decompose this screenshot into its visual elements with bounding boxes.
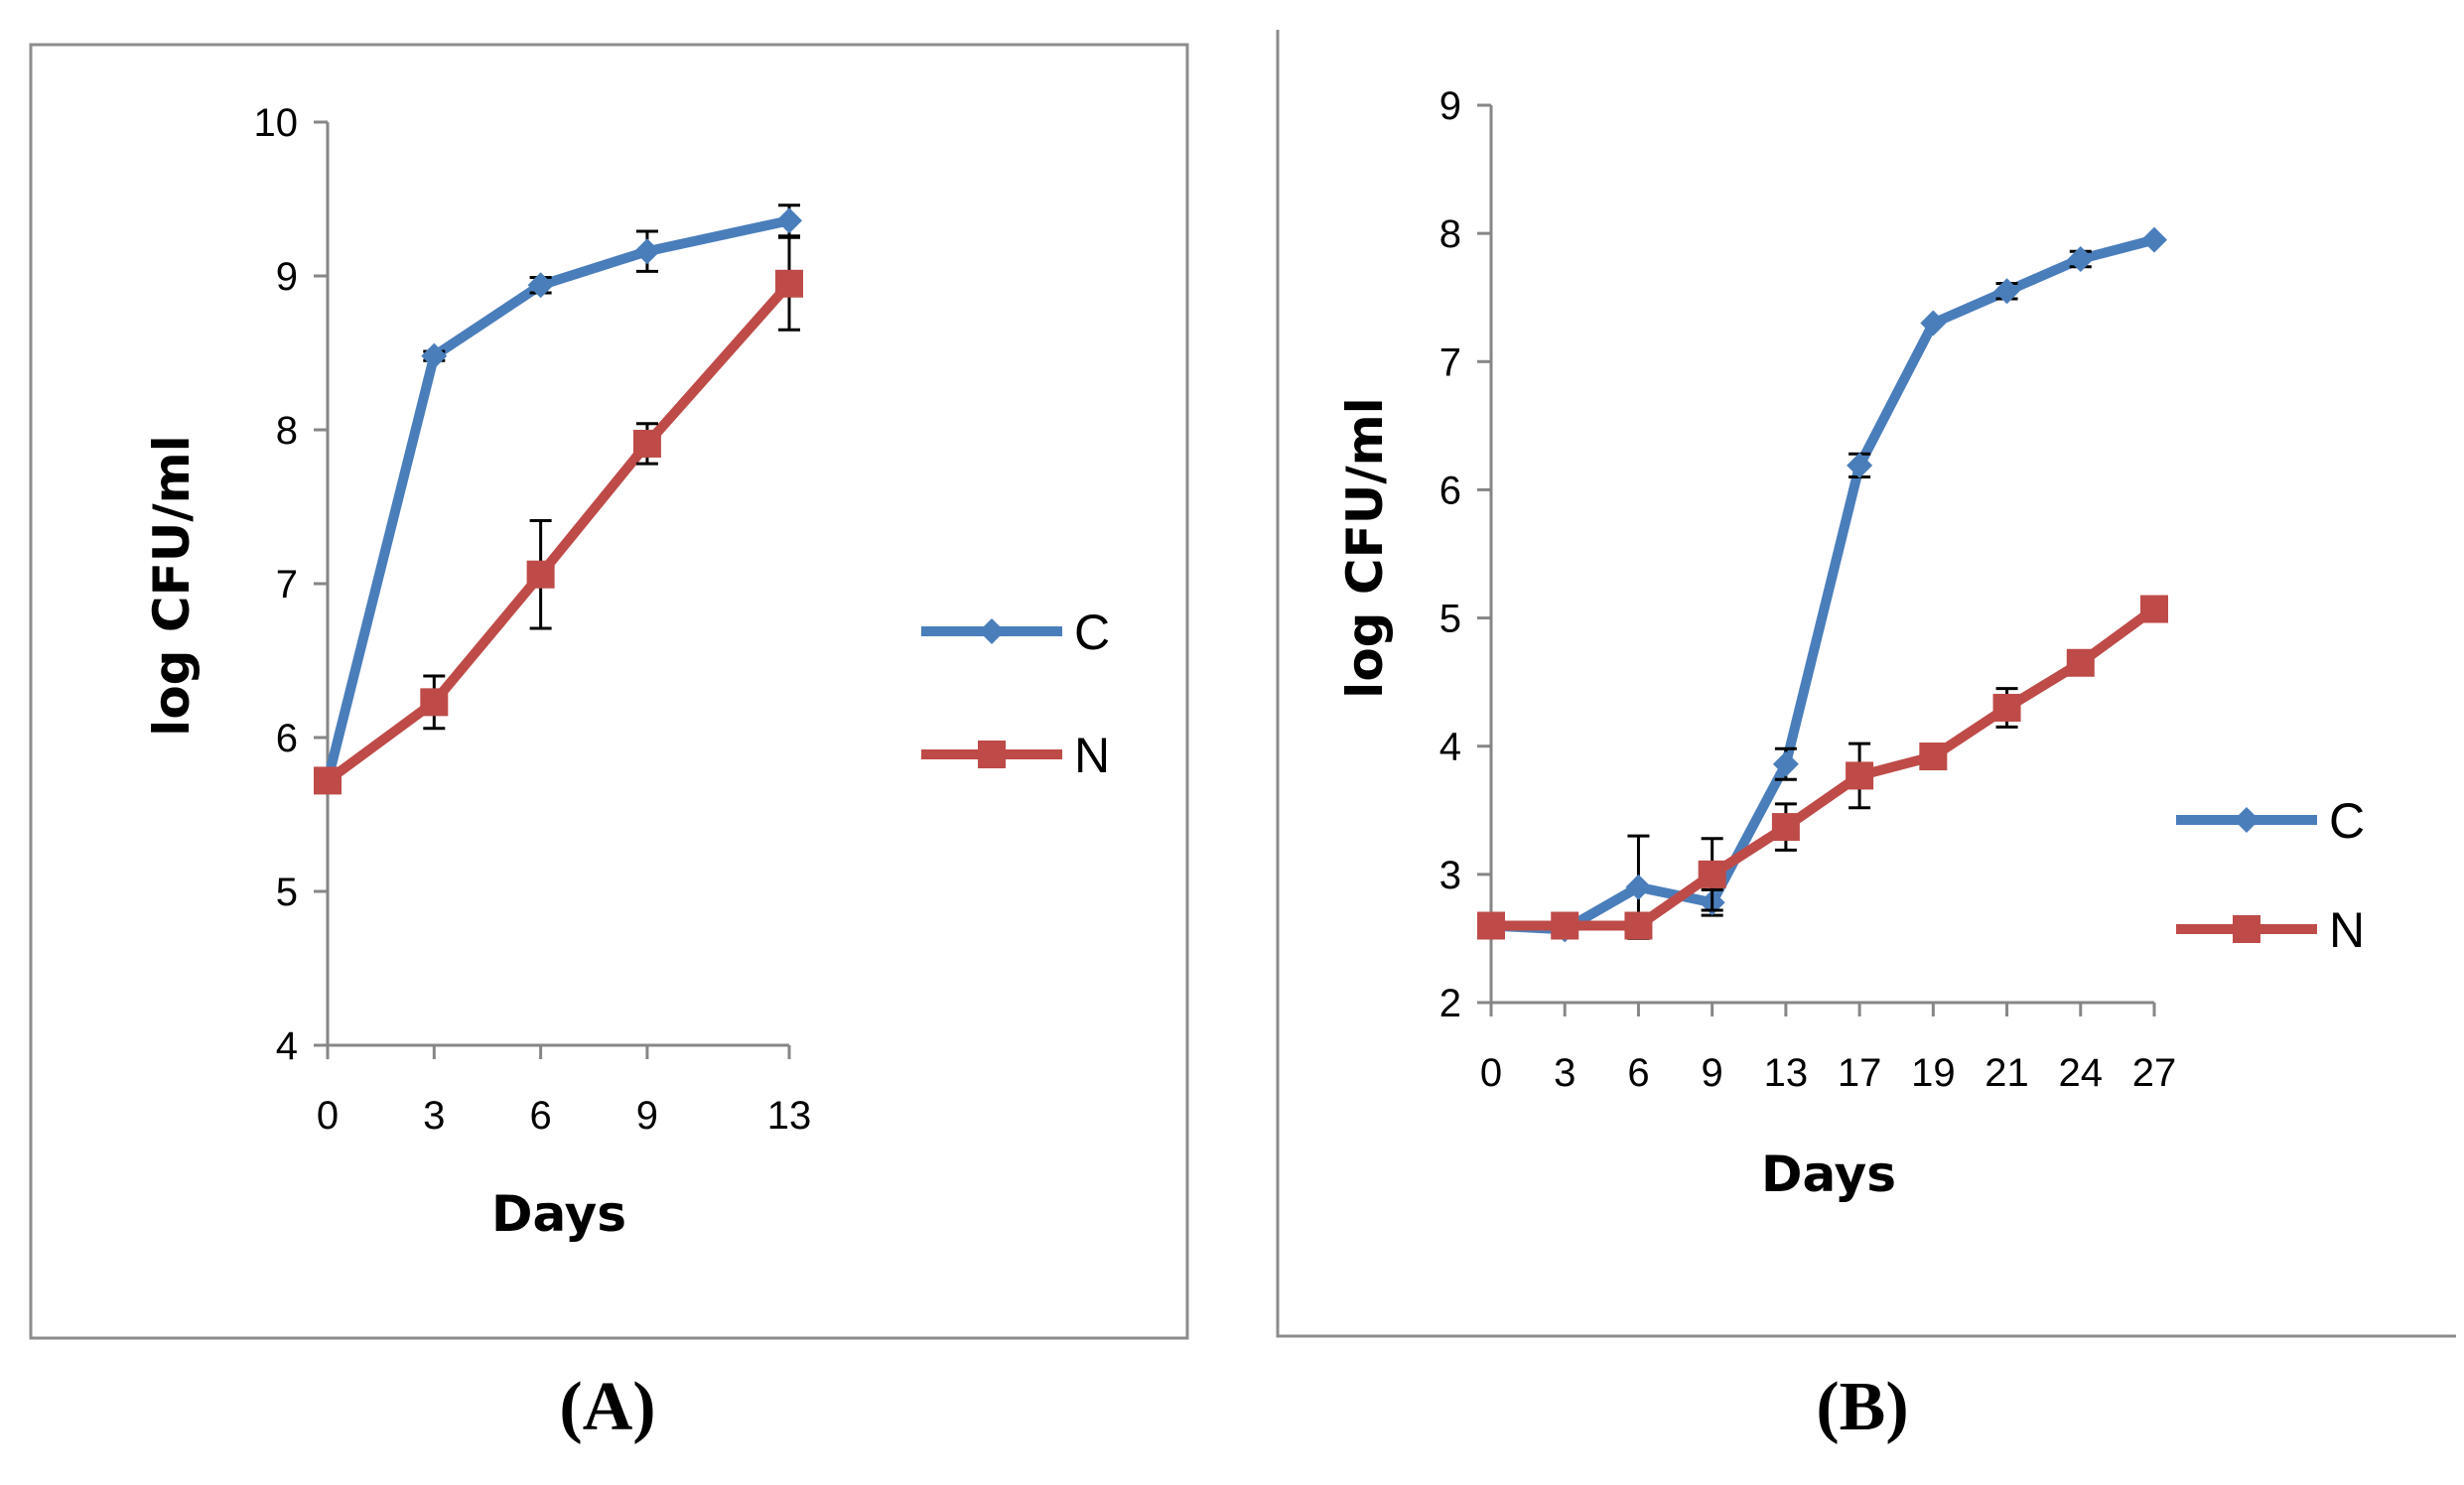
x-tick-label: 19 bbox=[1911, 1051, 1956, 1095]
panel-a-frame bbox=[29, 43, 1189, 1340]
y-tick-label: 10 bbox=[254, 101, 299, 145]
panel-a-xlabel: Days bbox=[491, 1185, 626, 1243]
data-point-c bbox=[421, 342, 448, 369]
legend-label-c: C bbox=[1074, 605, 1110, 660]
y-tick-label: 5 bbox=[1439, 598, 1461, 641]
data-point-n bbox=[420, 688, 449, 717]
panel-b-legend: CN bbox=[2176, 793, 2365, 958]
legend-label-n: N bbox=[2329, 902, 2365, 958]
y-tick-label: 8 bbox=[1439, 212, 1461, 256]
data-point-n bbox=[1919, 742, 1948, 771]
data-point-n bbox=[775, 269, 803, 298]
x-tick-label: 6 bbox=[1627, 1051, 1649, 1095]
x-tick-label: 17 bbox=[1838, 1051, 1882, 1095]
y-tick-label: 7 bbox=[1439, 340, 1461, 384]
panel-b-ylabel: log CFU/ml bbox=[1336, 397, 1394, 699]
x-tick-label: 6 bbox=[529, 1094, 551, 1138]
series-line-c bbox=[1490, 234, 2156, 935]
data-point-n bbox=[526, 560, 555, 589]
x-tick-label: 9 bbox=[636, 1094, 658, 1138]
legend-marker-n bbox=[978, 741, 1006, 768]
data-point-n bbox=[632, 429, 661, 458]
data-point-n bbox=[2066, 648, 2095, 677]
data-point-n bbox=[314, 766, 342, 795]
data-point-n bbox=[1992, 693, 2021, 722]
x-tick-label: 3 bbox=[423, 1094, 445, 1138]
series-line-c bbox=[323, 215, 791, 782]
x-tick-label: 0 bbox=[1480, 1051, 1502, 1095]
y-tick-label: 3 bbox=[1439, 854, 1461, 897]
panel-b-label: (B) bbox=[1816, 1369, 1908, 1445]
data-point-c bbox=[633, 238, 660, 265]
data-point-n bbox=[1698, 860, 1726, 888]
y-tick-label: 6 bbox=[276, 717, 298, 760]
legend-marker-c bbox=[2234, 807, 2259, 833]
y-tick-label: 4 bbox=[276, 1024, 298, 1068]
data-point-c bbox=[1772, 750, 1799, 777]
data-point-c bbox=[776, 207, 802, 234]
data-point-c bbox=[1993, 278, 2020, 305]
data-point-c bbox=[1625, 874, 1652, 900]
data-point-n bbox=[1624, 911, 1653, 940]
y-tick-label: 8 bbox=[276, 409, 298, 453]
y-tick-label: 4 bbox=[1439, 726, 1461, 769]
x-tick-label: 3 bbox=[1554, 1051, 1575, 1095]
x-tick-label: 0 bbox=[317, 1094, 339, 1138]
x-tick-label: 21 bbox=[1985, 1051, 2029, 1095]
x-tick-label: 13 bbox=[767, 1094, 812, 1138]
panel-b-frame bbox=[1276, 30, 2456, 1338]
data-point-n bbox=[1477, 911, 1505, 940]
panel-b-plot: 2 3 4 5 6 7 8 9 0 3 6 9 13 17 19 21 24 27 bbox=[1439, 84, 2177, 1095]
x-tick-label: 27 bbox=[2132, 1051, 2177, 1095]
panel-a-label: (A) bbox=[559, 1369, 655, 1445]
y-tick-label: 6 bbox=[1439, 469, 1461, 512]
series-line-n bbox=[1491, 605, 2157, 931]
y-tick-label: 9 bbox=[276, 255, 298, 299]
x-tick-label: 9 bbox=[1702, 1051, 1723, 1095]
legend-label-n: N bbox=[1074, 728, 1110, 783]
x-tick-label: 13 bbox=[1764, 1051, 1809, 1095]
panel-b: 2 3 4 5 6 7 8 9 0 3 6 9 13 17 19 21 24 27 log CFU/ml Days… bbox=[1276, 30, 2456, 1445]
y-tick-label: 7 bbox=[276, 563, 298, 607]
x-tick-label: 24 bbox=[2059, 1051, 2104, 1095]
legend-marker-c bbox=[979, 618, 1005, 644]
data-point-c bbox=[527, 272, 554, 299]
legend-marker-n bbox=[2233, 915, 2260, 943]
data-point-n bbox=[1846, 761, 1874, 790]
data-point-c bbox=[1920, 310, 1947, 337]
y-tick-label: 2 bbox=[1439, 982, 1461, 1025]
y-tick-label: 9 bbox=[1439, 84, 1461, 128]
data-point-c bbox=[2141, 226, 2167, 253]
data-point-n bbox=[2140, 595, 2168, 623]
data-point-n bbox=[1551, 911, 1579, 940]
legend-label-c: C bbox=[2329, 793, 2365, 849]
data-point-n bbox=[1771, 813, 1800, 842]
panel-a-plot: 4 5 6 7 8 9 10 0 3 6 9 13 bbox=[254, 101, 812, 1138]
panel-a-legend: CN bbox=[921, 605, 1110, 783]
data-point-c bbox=[1847, 452, 1873, 478]
data-point-c bbox=[2067, 245, 2094, 272]
panel-b-xlabel: Days bbox=[1761, 1146, 1896, 1203]
panel-a-ylabel: log CFU/ml bbox=[143, 435, 201, 737]
series-line-n bbox=[325, 280, 793, 785]
y-tick-label: 5 bbox=[276, 871, 298, 914]
